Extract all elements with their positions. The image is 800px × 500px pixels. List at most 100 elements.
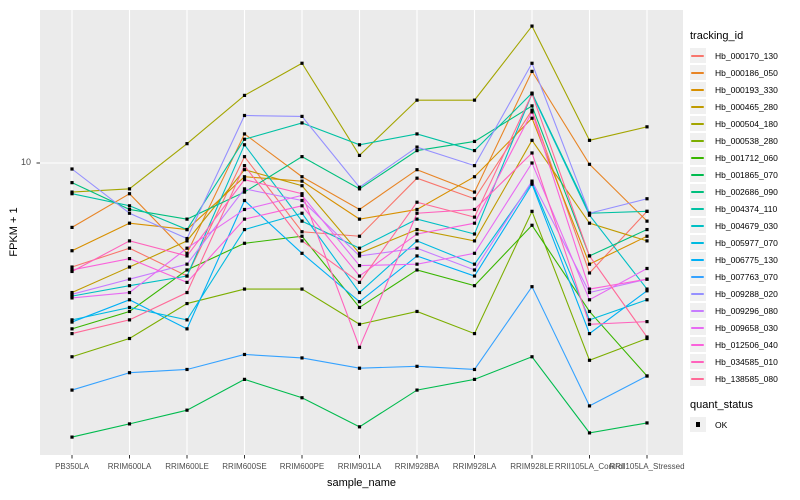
data-point xyxy=(472,139,477,144)
data-point xyxy=(415,148,419,153)
data-point xyxy=(357,234,362,238)
data-point xyxy=(357,425,362,429)
y-axis-tick-label: 10 xyxy=(20,157,31,167)
data-point xyxy=(300,219,304,223)
legend-entry: Hb_000538_280 xyxy=(690,132,798,149)
data-point xyxy=(127,318,132,322)
legend-swatch-line xyxy=(691,309,704,312)
data-point xyxy=(472,239,477,243)
x-tick-label: RRII105LA_Control xyxy=(554,462,625,471)
data-point xyxy=(587,298,592,302)
x-tick-label: RRIM928LE xyxy=(510,462,554,471)
legend-entry: Hb_034585_010 xyxy=(690,353,798,370)
data-point xyxy=(645,287,649,291)
legend-entry: Hb_000193_330 xyxy=(690,81,798,98)
data-point xyxy=(587,290,592,295)
legend-key xyxy=(690,167,706,182)
data-point xyxy=(530,138,534,142)
data-point xyxy=(127,305,132,310)
data-point xyxy=(587,358,592,362)
data-point xyxy=(70,190,74,194)
data-point xyxy=(530,92,534,96)
chart-canvas xyxy=(36,10,683,459)
data-point xyxy=(242,137,247,141)
data-point xyxy=(185,408,189,412)
data-point xyxy=(70,225,74,230)
data-point xyxy=(242,93,247,98)
data-point xyxy=(300,114,304,118)
legend-swatch-line xyxy=(691,292,704,295)
data-point xyxy=(530,116,534,120)
x-tick-label: RRIM901LA xyxy=(337,462,382,471)
x-tick-label: PB350LA xyxy=(55,462,89,471)
data-point xyxy=(472,207,477,212)
data-point xyxy=(357,280,362,284)
legend-entry: Hb_004679_030 xyxy=(690,217,798,234)
legend-key xyxy=(690,371,706,386)
legend-swatch-line xyxy=(691,54,704,57)
data-point xyxy=(127,298,132,302)
data-point xyxy=(472,197,477,201)
legend-label: Hb_034585_010 xyxy=(715,356,778,367)
data-point xyxy=(242,168,247,172)
legend-label: Hb_000465_280 xyxy=(715,101,778,112)
data-point xyxy=(645,277,649,281)
legend-entry-quant-ok: OK xyxy=(690,416,798,433)
data-point xyxy=(530,179,534,183)
data-point xyxy=(415,211,419,215)
legend-title-quant-status: quant_status xyxy=(690,399,753,411)
data-point xyxy=(472,175,477,179)
x-tick-label: RRIM928BA xyxy=(394,462,440,471)
data-point xyxy=(70,294,74,298)
legend-label: Hb_005977_070 xyxy=(715,237,778,248)
data-point xyxy=(645,266,649,271)
data-point xyxy=(472,215,477,219)
data-point xyxy=(472,251,477,255)
data-point xyxy=(300,184,304,188)
data-point xyxy=(70,249,74,253)
legend-entry: Hb_000504_180 xyxy=(690,115,798,132)
legend-entry: Hb_001865_070 xyxy=(690,166,798,183)
data-point xyxy=(530,151,534,155)
data-point xyxy=(300,155,304,159)
legend-entry: Hb_004374_110 xyxy=(690,200,798,217)
data-point xyxy=(357,217,362,221)
data-point xyxy=(587,211,592,215)
data-point xyxy=(645,374,649,378)
data-point xyxy=(70,269,74,274)
data-point xyxy=(472,377,477,381)
data-point xyxy=(645,320,649,324)
data-point xyxy=(415,239,419,243)
data-point xyxy=(70,327,74,331)
data-point xyxy=(645,197,649,201)
data-point xyxy=(185,280,189,284)
y-axis-title: FPKM + 1 xyxy=(8,207,20,257)
data-point xyxy=(70,320,74,324)
legend-entry: Hb_138585_080 xyxy=(690,370,798,387)
data-point xyxy=(415,132,419,136)
data-point xyxy=(357,207,362,212)
data-point xyxy=(587,318,592,322)
legend-label: Hb_000504_180 xyxy=(715,118,778,129)
data-point xyxy=(70,318,74,322)
data-point xyxy=(415,207,419,212)
data-point xyxy=(415,145,419,149)
data-point xyxy=(185,274,189,278)
legend-swatch-line xyxy=(691,105,704,108)
data-point xyxy=(127,246,132,250)
data-point xyxy=(127,187,132,191)
legend-label: Hb_012506_040 xyxy=(715,339,778,350)
data-point xyxy=(242,178,247,182)
data-point xyxy=(127,284,132,288)
legend-swatch-line xyxy=(691,326,704,329)
data-point xyxy=(127,309,132,314)
quant-ok-legend-key xyxy=(690,417,706,432)
data-point xyxy=(185,236,189,241)
legend-entry: Hb_002686_090 xyxy=(690,183,798,200)
legend-label: Hb_000538_280 xyxy=(715,135,778,146)
data-point xyxy=(300,175,304,179)
data-point xyxy=(185,301,189,306)
legend-key xyxy=(690,354,706,369)
legend-entry: Hb_001712_060 xyxy=(690,149,798,166)
legend-key xyxy=(690,252,706,267)
